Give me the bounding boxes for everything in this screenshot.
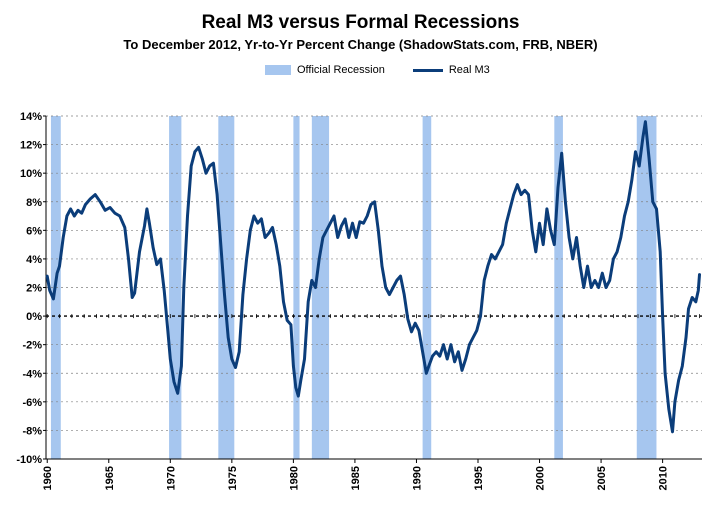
legend-item-recession: Official Recession	[265, 64, 385, 76]
x-tick-label-10: 2010	[658, 466, 670, 490]
x-tick-label-1: 1965	[104, 466, 116, 490]
series-line-real-m3	[45, 120, 701, 434]
legend-swatch-recession	[265, 65, 291, 75]
legend: Official Recession Real M3	[265, 62, 518, 78]
axis-layer	[43, 115, 702, 463]
legend-label-recession: Official Recession	[297, 64, 385, 76]
y-tick-label-11: 12%	[20, 140, 42, 152]
grid-layer	[46, 115, 702, 460]
y-tick-label-7: 4%	[26, 254, 42, 266]
x-tick-label-6: 1990	[411, 466, 423, 490]
y-tick-label-9: 8%	[26, 197, 42, 209]
y-tick-label-0: -10%	[16, 454, 42, 466]
x-tick-label-8: 2000	[535, 466, 547, 490]
label-layer: -10% -8% -6% -4% -2% 0% 2% 4% 6% 8% 10% 12% 14% 1960 1…	[16, 111, 669, 490]
recession-bar-1	[169, 116, 182, 459]
x-tick-label-7: 1995	[473, 466, 485, 490]
legend-item-real-m3: Real M3	[412, 64, 490, 76]
y-tick-label-6: 2%	[26, 283, 42, 295]
x-tick-label-0: 1960	[42, 466, 54, 490]
y-tick-label-1: -8%	[22, 425, 42, 437]
recession-bar-6	[554, 116, 563, 459]
legend-swatch-real-m3	[412, 68, 443, 72]
y-tick-label-2: -6%	[22, 397, 42, 409]
y-tick-label-12: 14%	[20, 111, 42, 123]
x-tick-label-5: 1985	[350, 466, 362, 490]
x-tick-label-4: 1980	[288, 466, 300, 490]
chart-title: Real M3 versus Formal Recessions	[201, 12, 520, 33]
line-layer	[45, 120, 701, 434]
x-tick-label-2: 1970	[165, 466, 177, 490]
chart-subtitle: To December 2012, Yr-to-Yr Percent Chang…	[123, 37, 598, 52]
y-tick-label-4: -2%	[22, 340, 42, 352]
y-tick-label-10: 10%	[20, 168, 42, 180]
x-tick-label-3: 1975	[227, 466, 239, 490]
x-tick-label-9: 2005	[596, 466, 608, 490]
y-tick-label-3: -4%	[22, 368, 42, 380]
y-tick-label-8: 6%	[26, 225, 42, 237]
y-tick-label-5: 0%	[26, 311, 42, 323]
legend-label-real-m3: Real M3	[448, 64, 490, 76]
